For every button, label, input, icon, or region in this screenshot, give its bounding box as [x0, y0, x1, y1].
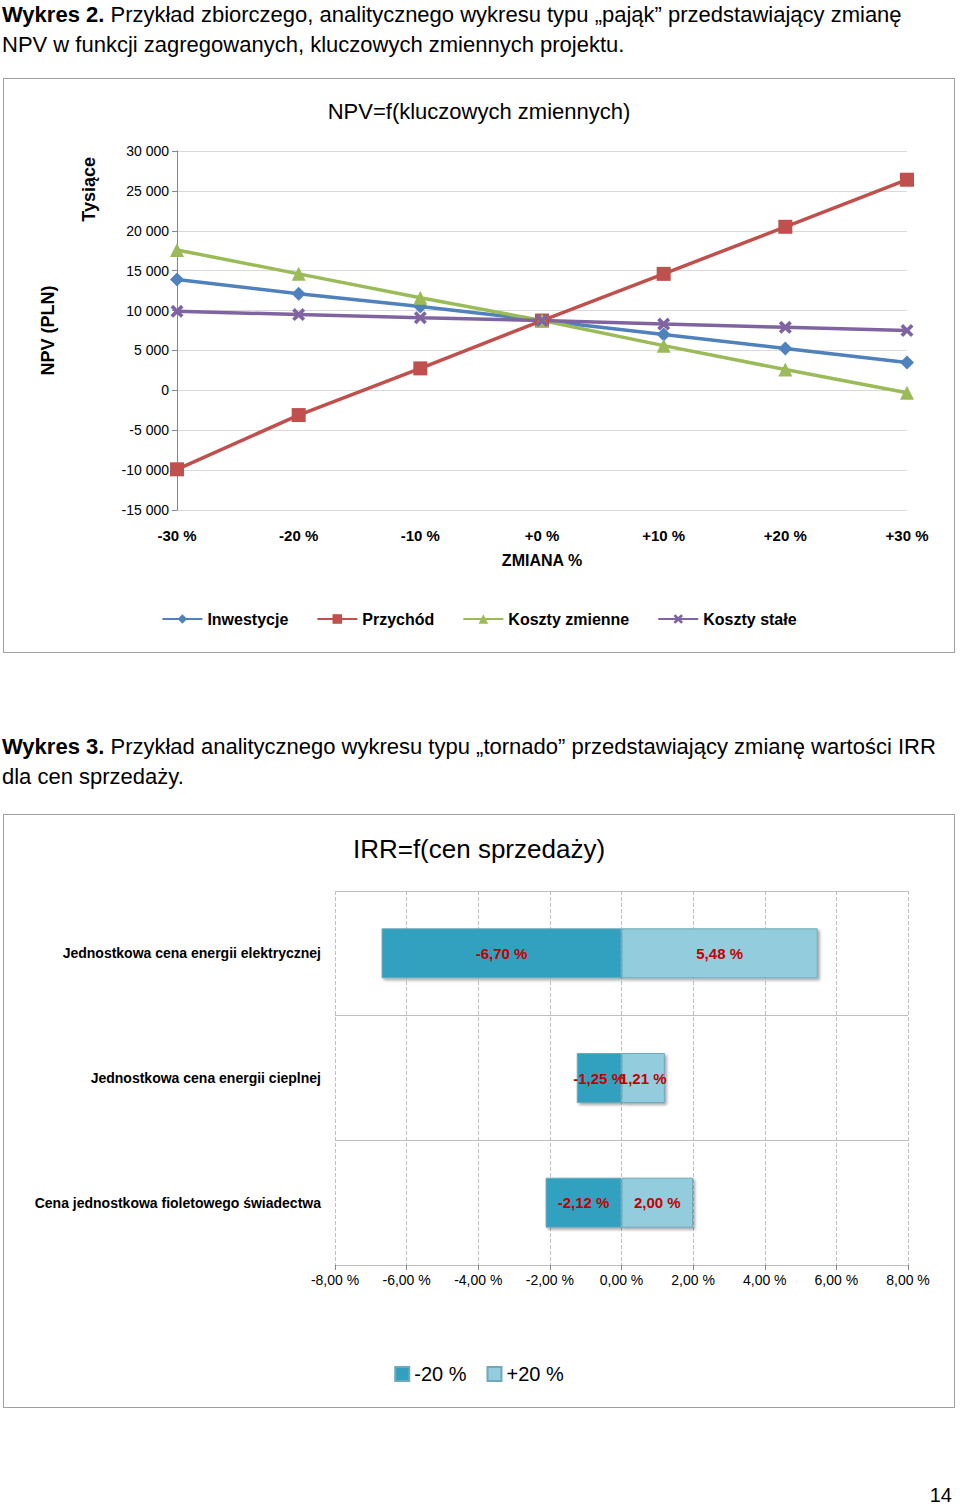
svg-text:20 000: 20 000 — [126, 223, 169, 239]
svg-text:8,00 %: 8,00 % — [886, 1272, 930, 1288]
svg-text:-20 %: -20 % — [279, 527, 318, 544]
svg-text:0,00 %: 0,00 % — [600, 1272, 644, 1288]
svg-text:1,21 %: 1,21 % — [620, 1070, 667, 1087]
svg-text:-8,00 %: -8,00 % — [311, 1272, 359, 1288]
svg-text:NPV (PLN): NPV (PLN) — [38, 285, 58, 375]
svg-text:-2,12 %: -2,12 % — [558, 1194, 610, 1211]
svg-text:+30 %: +30 % — [886, 527, 929, 544]
svg-text:-20 %: -20 % — [414, 1363, 466, 1385]
svg-text:-6,00 %: -6,00 % — [383, 1272, 431, 1288]
svg-text:Cena jednostkowa fioletowego ś: Cena jednostkowa fioletowego świadectwa — [35, 1195, 321, 1211]
svg-text:Jednostkowa cena energii elekt: Jednostkowa cena energii elektrycznej — [63, 945, 321, 961]
svg-text:-4,00 %: -4,00 % — [454, 1272, 502, 1288]
html-text:14: 14 — [929, 1484, 952, 1506]
svg-text:Koszty stałe: Koszty stałe — [703, 611, 796, 628]
svg-text:-10 %: -10 % — [401, 527, 440, 544]
svg-text:30 000: 30 000 — [126, 143, 169, 159]
svg-text:Jednostkowa cena energii ciepl: Jednostkowa cena energii cieplnej — [91, 1070, 321, 1086]
svg-text:Koszty zmienne: Koszty zmienne — [508, 611, 629, 628]
svg-text:-5 000: -5 000 — [129, 422, 169, 438]
svg-text:Przychód: Przychód — [362, 611, 434, 628]
html-text:Wykres 2. Przykład zbiorczego,: Wykres 2. Przykład zbiorczego, analitycz… — [2, 2, 902, 57]
svg-text:4,00 %: 4,00 % — [743, 1272, 787, 1288]
svg-text:NPV=f(kluczowych zmiennych): NPV=f(kluczowych zmiennych) — [328, 99, 631, 124]
svg-text:-15 000: -15 000 — [122, 502, 170, 518]
svg-text:-30 %: -30 % — [157, 527, 196, 544]
svg-text:Tysiące: Tysiące — [79, 157, 99, 222]
svg-text:ZMIANA %: ZMIANA % — [502, 552, 582, 569]
svg-text:-6,70 %: -6,70 % — [476, 945, 528, 962]
svg-text:2,00 %: 2,00 % — [671, 1272, 715, 1288]
svg-text:5 000: 5 000 — [134, 342, 169, 358]
svg-text:-10 000: -10 000 — [122, 462, 170, 478]
svg-text:6,00 %: 6,00 % — [815, 1272, 859, 1288]
html-text:Wykres 3. Przykład analityczne: Wykres 3. Przykład analitycznego wykresu… — [2, 734, 936, 789]
svg-text:0: 0 — [161, 382, 169, 398]
svg-text:+10 %: +10 % — [642, 527, 685, 544]
svg-text:-1,25 %: -1,25 % — [573, 1070, 625, 1087]
svg-text:10 000: 10 000 — [126, 303, 169, 319]
svg-text:2,00 %: 2,00 % — [634, 1194, 681, 1211]
svg-text:+20 %: +20 % — [764, 527, 807, 544]
svg-text:+0 %: +0 % — [525, 527, 560, 544]
svg-text:25 000: 25 000 — [126, 183, 169, 199]
svg-text:15 000: 15 000 — [126, 263, 169, 279]
svg-text:-2,00 %: -2,00 % — [526, 1272, 574, 1288]
svg-text:5,48 %: 5,48 % — [696, 945, 743, 962]
svg-text:+20 %: +20 % — [506, 1363, 563, 1385]
svg-text:IRR=f(cen sprzedaży): IRR=f(cen sprzedaży) — [353, 834, 605, 864]
svg-text:Inwestycje: Inwestycje — [207, 611, 288, 628]
